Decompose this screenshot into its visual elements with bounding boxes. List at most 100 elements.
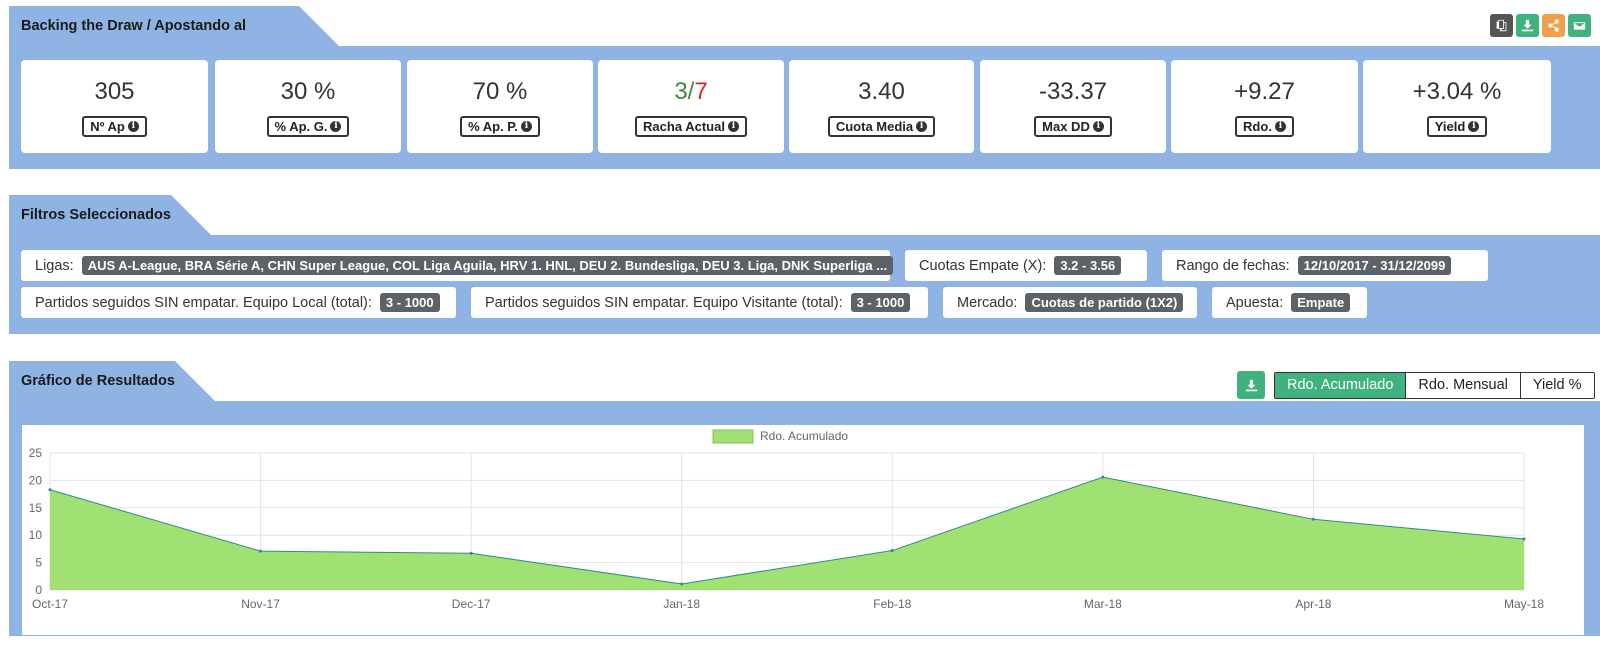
copy-icon xyxy=(1496,19,1507,32)
stat-value: 305 xyxy=(94,78,135,105)
filter-value-badge: Empate xyxy=(1291,293,1351,312)
data-point xyxy=(680,582,684,586)
stat-label-button[interactable]: Cuota Media i xyxy=(827,116,936,137)
stat-value: 3.40 xyxy=(858,78,905,105)
data-point xyxy=(469,551,473,555)
tab-rdo-acumulado[interactable]: Rdo. Acumulado xyxy=(1275,373,1406,398)
stat-label-button[interactable]: Max DD i xyxy=(1034,116,1112,137)
stat-card-yield: +3.04 % Yield i xyxy=(1363,60,1551,153)
stat-label-text: Max DD xyxy=(1042,119,1090,134)
download-button[interactable] xyxy=(1516,14,1539,37)
series-area xyxy=(50,477,1524,590)
info-icon: i xyxy=(916,121,928,132)
stats-panel: 305 Nº Ap i 30 % % Ap. G. i 70 % % Ap. P. i… xyxy=(9,46,1600,169)
streak-wins: 3/ xyxy=(674,78,695,105)
email-button[interactable] xyxy=(1568,14,1591,37)
stat-label-button[interactable]: Nº Ap i xyxy=(82,116,147,137)
x-tick-label: Dec-17 xyxy=(452,597,491,611)
filter-chip-leagues: Ligas: AUS A-League, BRA Série A, CHN Su… xyxy=(21,250,894,281)
info-icon: i xyxy=(1092,121,1104,132)
legend-label: Rdo. Acumulado xyxy=(760,429,848,443)
stat-value: 70 % xyxy=(472,78,528,105)
y-tick-label: 20 xyxy=(29,473,43,487)
data-point xyxy=(1101,475,1105,479)
stat-card-win-pct: 30 % % Ap. G. i xyxy=(215,60,401,153)
filters-panel: Ligas: AUS A-League, BRA Série A, CHN Su… xyxy=(9,235,1600,334)
stat-card-avg-odds: 3.40 Cuota Media i xyxy=(789,60,974,153)
filters-section-title: Filtros Seleccionados xyxy=(9,195,211,235)
filter-label: Partidos seguidos SIN empatar. Equipo Lo… xyxy=(35,294,372,311)
stat-label-button[interactable]: % Ap. P. i xyxy=(460,116,540,137)
download-icon xyxy=(1521,19,1534,32)
data-point xyxy=(48,488,52,492)
filter-chip-date-range: Rango de fechas: 12/10/2017 - 31/12/2099 xyxy=(1162,250,1488,281)
filter-chip-draw-odds: Cuotas Empate (X): 3.2 - 3.56 xyxy=(905,250,1147,281)
y-tick-label: 15 xyxy=(29,501,43,515)
filter-label: Cuotas Empate (X): xyxy=(919,257,1047,274)
filter-value-badge: Cuotas de partido (1X2) xyxy=(1025,293,1184,312)
info-icon: i xyxy=(727,121,739,132)
download-icon xyxy=(1245,379,1257,391)
header-actions xyxy=(1490,14,1591,37)
info-icon: i xyxy=(1274,121,1286,132)
filter-label: Apuesta: xyxy=(1226,294,1284,311)
filter-chip-home-streak: Partidos seguidos SIN empatar. Equipo Lo… xyxy=(21,287,456,318)
chart-mode-toggle: Rdo. Acumulado Rdo. Mensual Yield % xyxy=(1274,372,1595,399)
x-tick-label: May-18 xyxy=(1504,597,1544,611)
chart-title: Gráfico de Resultados xyxy=(21,373,175,389)
stat-value: -33.37 xyxy=(1038,78,1108,105)
stat-label-text: Racha Actual xyxy=(643,119,725,134)
tab-yield[interactable]: Yield % xyxy=(1519,373,1594,398)
series-line xyxy=(49,476,1525,585)
info-icon: i xyxy=(330,121,342,132)
y-tick-label: 25 xyxy=(29,446,43,460)
copy-button[interactable] xyxy=(1490,14,1513,37)
stat-label-button[interactable]: % Ap. G. i xyxy=(266,116,350,137)
stat-label-button[interactable]: Yield i xyxy=(1426,116,1488,137)
x-tick-label: Apr-18 xyxy=(1295,597,1331,611)
filter-label: Mercado: xyxy=(957,294,1018,311)
filter-chip-bet: Apuesta: Empate xyxy=(1212,287,1367,318)
x-tick-label: Feb-18 xyxy=(873,597,911,611)
stat-label-button[interactable]: Racha Actual i xyxy=(635,116,747,137)
filter-value-badge: 3 - 1000 xyxy=(379,293,440,312)
info-icon: i xyxy=(1468,121,1480,132)
filter-value-badge: 3.2 - 3.56 xyxy=(1054,256,1122,275)
info-icon: i xyxy=(520,121,532,132)
stat-label-text: % Ap. G. xyxy=(274,119,328,134)
stat-card-result: +9.27 Rdo. i xyxy=(1171,60,1358,153)
stat-label-text: Rdo. xyxy=(1243,119,1272,134)
stat-value: +3.04 % xyxy=(1412,78,1502,105)
stat-value: 30 % xyxy=(280,78,336,105)
filter-chip-away-streak: Partidos seguidos SIN empatar. Equipo Vi… xyxy=(471,287,928,318)
stat-label-text: Cuota Media xyxy=(835,119,914,134)
tab-rdo-mensual[interactable]: Rdo. Mensual xyxy=(1405,373,1520,398)
email-icon xyxy=(1573,22,1586,30)
filter-value-badge: 12/10/2017 - 31/12/2099 xyxy=(1297,256,1452,275)
stat-label-text: Nº Ap xyxy=(90,119,125,134)
legend-swatch xyxy=(712,429,754,444)
cumulative-result-chart: 0 5 10 15 20 25 Oct-17 Nov-17 Dec-17 Jan-18 Feb-18… xyxy=(29,429,1545,611)
stat-label-text: % Ap. P. xyxy=(468,119,518,134)
stat-card-loss-pct: 70 % % Ap. P. i xyxy=(407,60,593,153)
filter-value-badge: AUS A-League, BRA Série A, CHN Super Lea… xyxy=(81,256,894,275)
share-button[interactable] xyxy=(1542,14,1565,37)
filters-title: Filtros Seleccionados xyxy=(21,207,171,223)
share-icon xyxy=(1548,19,1559,32)
y-tick-label: 10 xyxy=(29,528,43,542)
stat-label-button[interactable]: Rdo. i xyxy=(1235,116,1294,137)
stat-card-streak: 3/7 Racha Actual i xyxy=(598,60,784,153)
info-icon: i xyxy=(127,121,139,132)
chart-download-button[interactable] xyxy=(1237,371,1265,399)
filter-label: Rango de fechas: xyxy=(1176,257,1290,274)
filter-value-badge: 3 - 1000 xyxy=(850,293,911,312)
stat-card-num-bets: 305 Nº Ap i xyxy=(21,60,208,153)
y-tick-label: 0 xyxy=(35,583,42,597)
filter-label: Partidos seguidos SIN empatar. Equipo Vi… xyxy=(485,294,843,311)
streak-losses: 7 xyxy=(694,78,708,105)
filter-chip-market: Mercado: Cuotas de partido (1X2) xyxy=(943,287,1197,318)
chart-area: 0 5 10 15 20 25 Oct-17 Nov-17 Dec-17 Jan-18 Feb-18… xyxy=(22,425,1584,635)
x-tick-label: Jan-18 xyxy=(663,597,700,611)
data-point xyxy=(890,549,894,553)
filter-label: Ligas: xyxy=(35,257,74,274)
